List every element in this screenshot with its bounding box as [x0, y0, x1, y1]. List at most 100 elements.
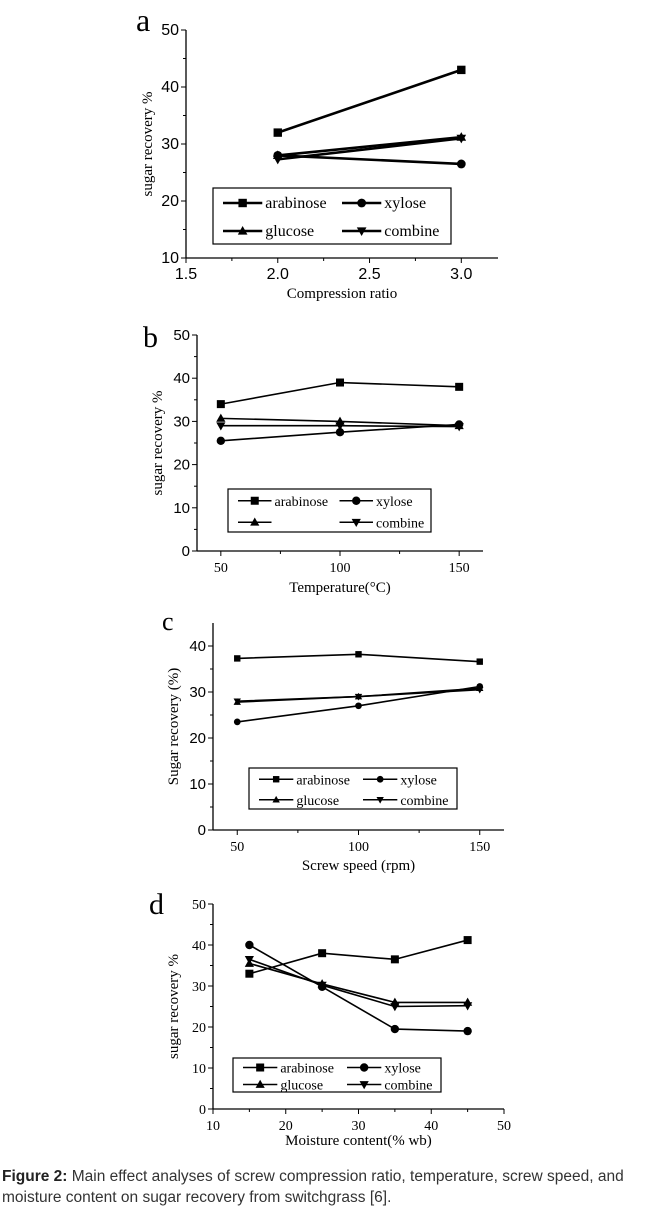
data-point-square [390, 955, 399, 964]
series-line [277, 68, 462, 134]
y-tick-label: 10 [192, 1062, 206, 1077]
legend-label: arabinose [265, 195, 326, 212]
y-tick-label: 20 [173, 457, 190, 474]
legend-label: xylose [400, 773, 437, 788]
y-axis-title: Sugar recovery (%) [166, 668, 182, 785]
data-point-triangle-down [476, 686, 484, 694]
legend-label: xylose [384, 1062, 421, 1077]
x-tick-label: 30 [352, 1119, 366, 1134]
y-tick-label: 50 [173, 327, 190, 344]
legend-item: glucose [259, 794, 339, 809]
data-point-square [476, 658, 483, 665]
caption-text: Main effect analyses of screw compressio… [2, 1168, 624, 1206]
legend-item: glucose [223, 223, 314, 240]
y-tick-label: 30 [189, 684, 206, 701]
series-xylose [245, 940, 472, 1036]
x-tick-label: 50 [214, 561, 228, 576]
y-tick-label: 10 [189, 776, 206, 793]
y-tick-label: 50 [192, 898, 206, 913]
data-point-triangle-down [463, 1002, 473, 1011]
legend-marker-square [238, 198, 247, 208]
series-line [248, 944, 468, 1032]
x-tick-label: 150 [469, 840, 490, 855]
data-point-triangle-down [454, 423, 464, 432]
legend-marker-square [256, 1063, 265, 1072]
legend-item: xylose [342, 195, 426, 212]
series-line [249, 962, 468, 1004]
data-point-square [318, 949, 327, 958]
legend-label: glucose [265, 223, 314, 240]
data-point-triangle-down [335, 422, 345, 431]
data-point-square [355, 651, 362, 658]
legend-marker-triangle-down [359, 1081, 369, 1090]
series-xylose [233, 683, 484, 726]
legend-item: xylose [363, 773, 437, 788]
legend-marker-circle [352, 496, 361, 505]
legend-label: combine [384, 223, 439, 240]
legend-marker-triangle-up [237, 225, 248, 235]
series-combine [216, 422, 464, 432]
legend-item: arabinose [259, 773, 350, 788]
x-tick-label: 3.0 [450, 266, 472, 283]
x-tick-label: 50 [497, 1119, 511, 1134]
legend-label: arabinose [274, 495, 328, 510]
series-glucose [272, 132, 467, 159]
legend-item: combine [342, 223, 439, 240]
panel-label: b [143, 321, 158, 354]
legend-marker-square [250, 496, 259, 505]
data-point-square [245, 969, 254, 978]
series-line [277, 137, 462, 161]
legend-label: glucose [280, 1079, 323, 1094]
x-tick-label: 2.5 [358, 266, 380, 283]
panel-label: c [162, 607, 174, 636]
chart-panel-a: a 10 20 30 40 50 1.5 2.0 2.5 3.0 Compression ratio… [136, 2, 498, 302]
legend-box [212, 187, 452, 245]
legend-marker-triangle-up [255, 1079, 265, 1088]
x-tick-label: 1.5 [175, 266, 197, 283]
data-point-triangle-up [216, 413, 226, 422]
legend-item: combine [347, 1079, 433, 1094]
data-point-triangle-down [233, 698, 241, 706]
x-tick-label: 100 [348, 840, 369, 855]
figure-2-charts: a 10 20 30 40 50 1.5 2.0 2.5 3.0 Compression ratio… [136, 2, 511, 1149]
legend-marker-circle [357, 198, 367, 208]
y-tick-label: 40 [192, 939, 206, 954]
legend-item: glucose [243, 1079, 323, 1094]
y-tick-label: 20 [192, 1021, 206, 1036]
data-point-circle [216, 436, 226, 446]
series-line [277, 135, 462, 157]
data-point-circle [355, 702, 362, 710]
x-axis-title: Moisture content(% wb) [285, 1133, 432, 1149]
y-tick-label: 0 [198, 822, 206, 839]
legend-item: arabinose [243, 1062, 334, 1077]
legend-box [227, 488, 432, 533]
legend-marker-triangle-down [356, 227, 367, 237]
legend-marker-triangle-down [351, 518, 361, 528]
legend-marker-triangle-down [376, 797, 384, 804]
chart-panel-b: b 0 10 20 30 40 50 50 100 150 Temperature(°C) sugar… [143, 321, 483, 596]
data-point-square [455, 382, 464, 391]
legend-item: xylose [347, 1062, 421, 1077]
data-point-triangle-down [216, 422, 226, 431]
legend-label: xylose [384, 195, 426, 212]
x-tick-label: 150 [449, 561, 470, 576]
data-point-triangle-down [244, 955, 254, 965]
y-tick-label: 40 [161, 79, 179, 96]
caption-label: Figure 2: [2, 1168, 68, 1185]
series-arabinose [245, 936, 472, 978]
y-tick-label: 30 [173, 413, 190, 430]
legend-label: xylose [376, 495, 413, 510]
y-tick-label: 0 [182, 543, 190, 560]
legend-marker-circle [359, 1063, 369, 1072]
y-tick-label: 40 [189, 638, 206, 655]
data-point-circle [335, 428, 345, 437]
y-tick-label: 10 [173, 500, 190, 517]
y-tick-label: 50 [161, 22, 179, 39]
chart-panel-c: c 0 10 20 30 40 50 100 150 Screw speed (rpm) Sugar… [162, 607, 504, 874]
x-tick-label: 50 [230, 840, 244, 855]
data-point-square [216, 400, 225, 409]
series-arabinose [273, 65, 466, 137]
legend-label: arabinose [280, 1062, 334, 1077]
legend-label: combine [384, 1079, 432, 1094]
